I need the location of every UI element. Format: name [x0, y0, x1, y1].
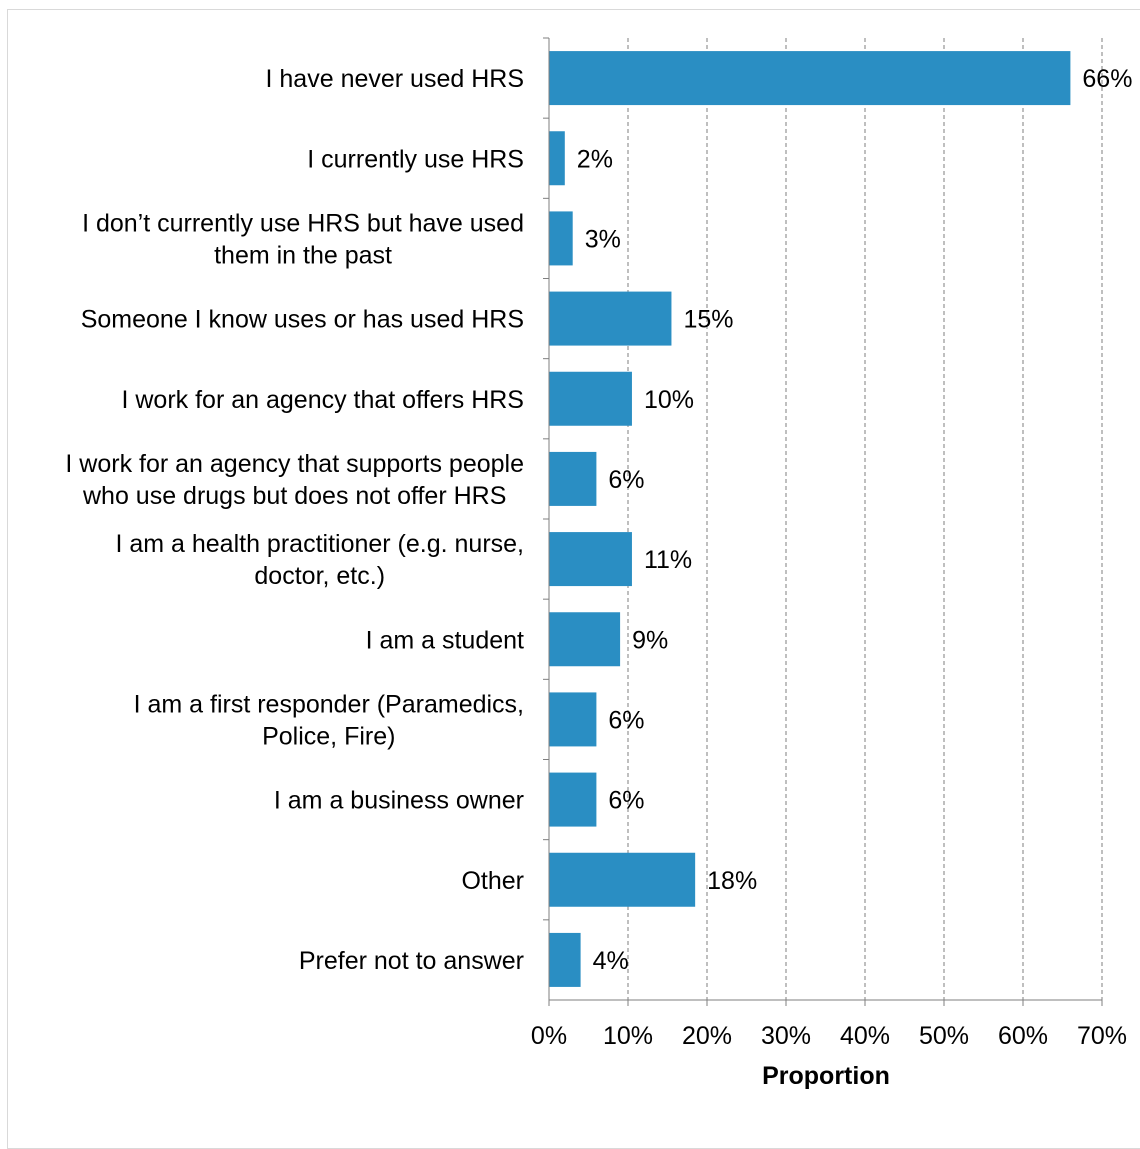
bar	[549, 932, 581, 987]
bar	[549, 852, 696, 907]
data-label: 3%	[585, 225, 621, 253]
category-label: Other	[461, 867, 524, 895]
bar	[549, 371, 632, 426]
bars	[549, 51, 1071, 987]
axes: 0% 10% 20% 30% 40% 50% 60% 70%	[531, 37, 1127, 1050]
bar	[549, 131, 565, 186]
category-label: Prefer not to answer	[299, 947, 524, 975]
category-label: I don’t currently use HRS but have used	[82, 209, 524, 237]
bar	[549, 772, 597, 827]
bar	[549, 692, 597, 747]
category-label: I am a student	[366, 626, 524, 654]
bar	[549, 451, 597, 506]
x-tick-label: 50%	[919, 1022, 969, 1050]
category-label: them in the past	[214, 241, 392, 269]
x-tick-label: 10%	[603, 1022, 653, 1050]
x-axis-title: Proportion	[762, 1062, 890, 1090]
bar	[549, 211, 573, 266]
category-label: I am a business owner	[274, 787, 524, 815]
category-label: I am a first responder (Paramedics,	[134, 690, 524, 718]
data-label: 6%	[608, 706, 644, 734]
data-label: 18%	[707, 867, 757, 895]
category-label: doctor, etc.)	[254, 562, 385, 590]
data-label: 6%	[608, 466, 644, 494]
category-label: I currently use HRS	[307, 145, 524, 173]
bar	[549, 612, 621, 667]
data-label: 9%	[632, 626, 668, 654]
data-label: 66%	[1082, 65, 1132, 93]
data-label: 6%	[608, 787, 644, 815]
data-label: 10%	[644, 386, 694, 414]
bar	[549, 51, 1071, 106]
data-label: 2%	[577, 145, 613, 173]
x-tick-label: 20%	[682, 1022, 732, 1050]
bar	[549, 291, 672, 346]
category-label: I have never used HRS	[266, 65, 524, 93]
x-tick-label: 30%	[761, 1022, 811, 1050]
category-label: I work for an agency that supports peopl…	[65, 450, 524, 478]
data-label: 4%	[593, 947, 629, 975]
category-label: I am a health practitioner (e.g. nurse,	[115, 530, 524, 558]
x-tick-label: 0%	[531, 1022, 567, 1050]
bar	[549, 532, 632, 587]
data-label: 11%	[644, 546, 692, 574]
x-tick-label: 70%	[1077, 1022, 1127, 1050]
data-label: 15%	[683, 306, 733, 334]
category-label: Someone I know uses or has used HRS	[81, 306, 524, 334]
x-tick-label: 40%	[840, 1022, 890, 1050]
labels: 66% I have never used HRS 2% I currently us…	[65, 65, 1132, 975]
x-tick-label: 60%	[998, 1022, 1048, 1050]
category-label: Police, Fire)	[262, 722, 395, 750]
category-label: I work for an agency that offers HRS	[121, 386, 524, 414]
category-label: who use drugs but does not offer HRS	[82, 482, 506, 510]
gridlines	[627, 38, 1103, 1000]
